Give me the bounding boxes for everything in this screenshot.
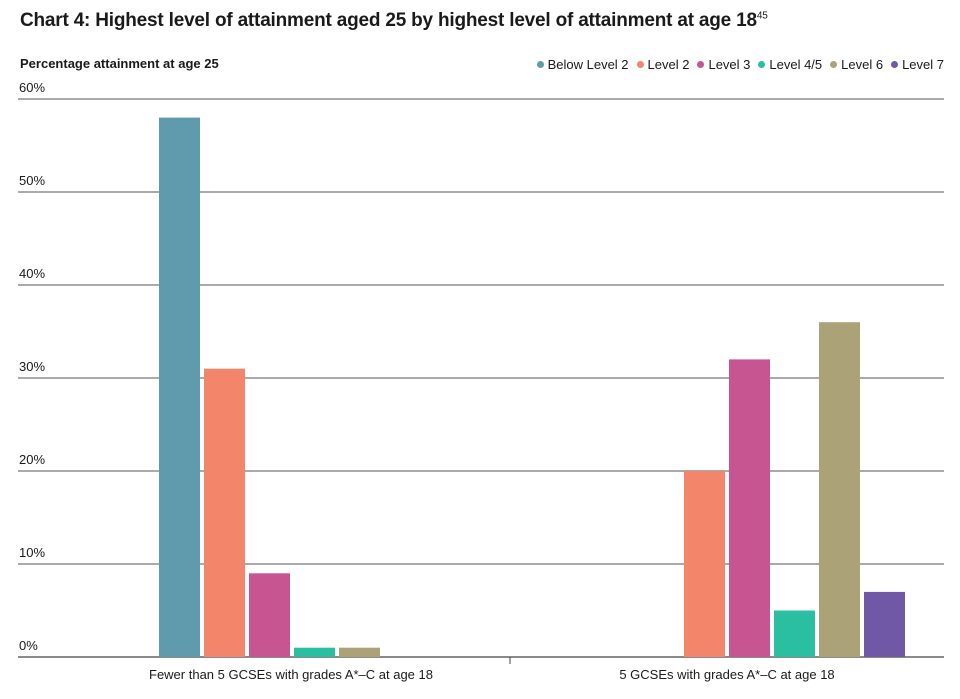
x-category-label: Fewer than 5 GCSEs with grades A*–C at a… (149, 667, 433, 682)
bar-level-6 (339, 647, 380, 657)
x-category-label: 5 GCSEs with grades A*–C at age 18 (619, 667, 834, 682)
y-tick-label: 30% (19, 359, 45, 374)
legend-item: Level 3 (697, 57, 750, 72)
title-footnote: 45 (756, 10, 768, 22)
legend-marker (891, 61, 899, 68)
bar-level-4-5 (294, 647, 335, 657)
legend-marker (636, 61, 644, 68)
legend-item: Level 2 (636, 57, 690, 72)
y-tick-label: 0% (19, 638, 38, 653)
legend-item: Below Level 2 (536, 57, 629, 72)
legend-label: Level 2 (647, 57, 690, 72)
bar-level-3 (249, 573, 290, 657)
legend-label: Level 7 (902, 57, 944, 72)
y-tick-label: 60% (19, 80, 45, 95)
legend-marker (697, 61, 705, 68)
legend-label: Level 6 (841, 57, 884, 72)
y-tick-label: 20% (19, 452, 45, 467)
bar-below-level-2 (159, 117, 200, 658)
bar-level-4-5 (774, 610, 815, 657)
legend-marker (758, 61, 766, 68)
legend-item: Level 7 (891, 57, 944, 72)
legend-marker (830, 61, 838, 68)
bar-level-3 (729, 359, 770, 657)
legend-marker (536, 61, 544, 68)
y-axis-label: Percentage attainment at age 25 (20, 56, 219, 71)
chart-title: Chart 4: Highest level of attainment age… (20, 10, 768, 31)
legend-item: Level 4/5 (758, 57, 822, 72)
legend-label: Below Level 2 (547, 57, 629, 72)
legend-label: Level 4/5 (769, 57, 823, 72)
legend-label: Level 3 (708, 57, 751, 72)
y-tick-label: 40% (19, 266, 45, 281)
bar-level-2 (204, 368, 245, 657)
y-tick-label: 10% (19, 545, 45, 560)
bar-level-6 (819, 322, 860, 657)
y-tick-label: 50% (19, 173, 45, 188)
legend: Below Level 2 Level 2 Level 3 Level 4/5 Leve… (536, 57, 944, 72)
legend-item: Level 6 (830, 57, 883, 72)
bar-level-7 (864, 591, 905, 657)
bar-level-2 (684, 471, 725, 657)
